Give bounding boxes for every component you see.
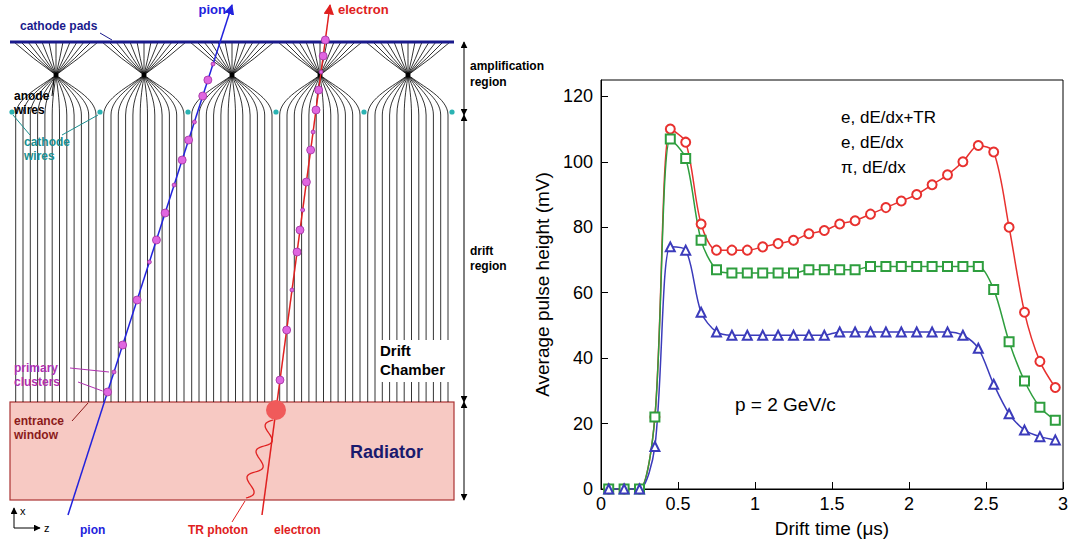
svg-text:drift: drift: [470, 244, 493, 258]
svg-text:2.5: 2.5: [973, 494, 998, 514]
svg-text:40: 40: [573, 348, 593, 368]
svg-text:electron: electron: [274, 523, 321, 537]
svg-text:p = 2 GeV/c: p = 2 GeV/c: [735, 394, 836, 415]
svg-text:Drift time (μs): Drift time (μs): [775, 518, 889, 539]
svg-text:region: region: [470, 75, 507, 89]
svg-text:amplification: amplification: [470, 59, 544, 73]
svg-text:0: 0: [596, 494, 606, 514]
svg-text:80: 80: [573, 217, 593, 237]
svg-text:window: window: [13, 428, 59, 442]
svg-text:π, dE/dx: π, dE/dx: [841, 158, 906, 177]
svg-text:TR photon: TR photon: [188, 523, 248, 537]
svg-text:primary: primary: [14, 361, 58, 375]
svg-text:Radiator: Radiator: [350, 442, 423, 462]
svg-text:clusters: clusters: [14, 375, 60, 389]
svg-text:wires: wires: [23, 149, 55, 163]
svg-text:e, dE/dx: e, dE/dx: [841, 133, 904, 152]
svg-text:Chamber: Chamber: [380, 361, 445, 378]
svg-text:60: 60: [573, 283, 593, 303]
svg-text:Drift: Drift: [380, 342, 411, 359]
svg-text:cathode pads: cathode pads: [20, 19, 98, 33]
svg-text:1: 1: [750, 494, 760, 514]
svg-text:120: 120: [563, 86, 593, 106]
svg-text:e, dE/dx+TR: e, dE/dx+TR: [841, 108, 936, 127]
svg-text:pion: pion: [80, 523, 105, 537]
svg-text:cathode: cathode: [24, 135, 70, 149]
svg-text:Average pulse height (mV): Average pulse height (mV): [532, 172, 553, 397]
svg-text:electron: electron: [338, 2, 389, 17]
svg-text:pion: pion: [199, 2, 226, 17]
svg-text:3: 3: [1058, 494, 1068, 514]
svg-text:wires: wires: [13, 103, 45, 117]
svg-text:20: 20: [573, 414, 593, 434]
svg-text:entrance: entrance: [14, 414, 64, 428]
svg-text:1.5: 1.5: [819, 494, 844, 514]
svg-text:2: 2: [904, 494, 914, 514]
svg-text:z: z: [44, 522, 50, 534]
svg-text:x: x: [20, 505, 26, 517]
svg-text:region: region: [470, 259, 507, 273]
svg-text:anode: anode: [14, 89, 50, 103]
svg-text:0.5: 0.5: [665, 494, 690, 514]
svg-text:0: 0: [583, 479, 593, 499]
svg-text:100: 100: [563, 152, 593, 172]
